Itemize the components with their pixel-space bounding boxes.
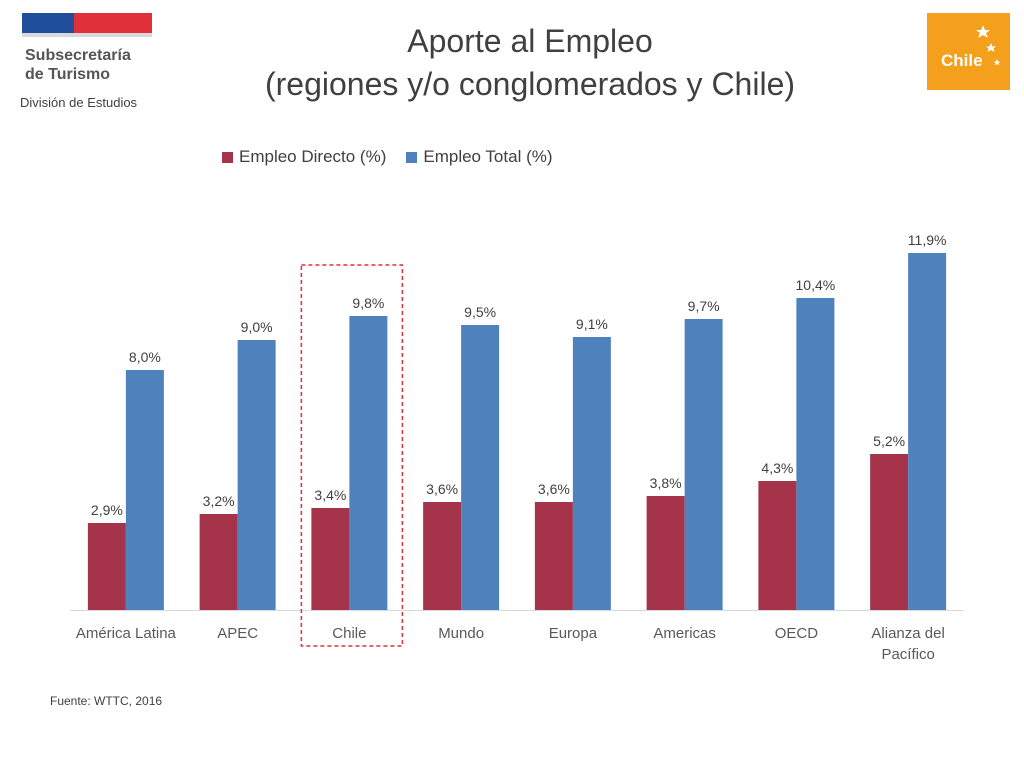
x-tick-label: Europa bbox=[549, 625, 598, 642]
data-label: 3,6% bbox=[426, 481, 458, 497]
bar-direct bbox=[870, 454, 909, 610]
data-label: 2,9% bbox=[91, 502, 123, 518]
source-note: Fuente: WTTC, 2016 bbox=[50, 694, 163, 708]
data-label: 9,1% bbox=[576, 316, 608, 332]
x-tick-label: Mundo bbox=[438, 625, 484, 642]
chart-title: Aporte al Empleo (regiones y/o conglomer… bbox=[230, 20, 830, 106]
legend-item-total: Empleo Total (%) bbox=[406, 147, 553, 167]
bar-total bbox=[572, 337, 611, 610]
x-tick-label: Americas bbox=[653, 625, 716, 642]
data-label: 3,4% bbox=[314, 487, 346, 503]
chile-brand-logo: Chile bbox=[927, 13, 1010, 90]
flag-logo bbox=[22, 13, 152, 37]
data-label: 3,6% bbox=[538, 481, 570, 497]
bar-total bbox=[461, 325, 500, 610]
bar-total bbox=[908, 253, 947, 610]
x-tick-label: OECD bbox=[775, 625, 819, 642]
legend-label-total: Empleo Total (%) bbox=[423, 147, 553, 166]
bar-direct bbox=[311, 508, 350, 610]
legend-swatch-total bbox=[406, 151, 418, 163]
data-label: 3,2% bbox=[203, 493, 235, 509]
brand-word: Chile bbox=[941, 51, 983, 70]
data-label: 9,5% bbox=[464, 304, 496, 320]
legend-swatch-direct bbox=[222, 151, 233, 163]
x-tick-label: APEC bbox=[217, 625, 258, 642]
data-label: 11,9% bbox=[908, 232, 947, 248]
legend-label-direct: Empleo Directo (%) bbox=[239, 147, 387, 166]
data-label: 9,0% bbox=[241, 319, 273, 335]
bar-total bbox=[796, 298, 835, 610]
legend-item-direct: Empleo Directo (%) bbox=[222, 147, 386, 167]
x-tick-label: América Latina bbox=[76, 625, 177, 642]
data-label: 9,8% bbox=[352, 295, 384, 311]
bar-direct bbox=[87, 523, 126, 610]
org-name-line2: de Turismo bbox=[25, 66, 111, 83]
bar-direct bbox=[646, 496, 685, 610]
chart-title-line1: Aporte al Empleo bbox=[407, 23, 653, 59]
bar-total bbox=[684, 319, 723, 610]
bar-total bbox=[125, 370, 164, 610]
highlight-box bbox=[300, 264, 404, 647]
data-label: 4,3% bbox=[761, 460, 793, 476]
x-tick-label: Alianza del bbox=[871, 625, 944, 642]
data-label: 10,4% bbox=[796, 277, 836, 293]
data-label: 9,7% bbox=[688, 298, 720, 314]
bar-direct bbox=[199, 514, 238, 610]
data-label: 5,2% bbox=[873, 433, 905, 449]
data-label: 8,0% bbox=[129, 349, 161, 365]
bar-total bbox=[237, 340, 276, 610]
chart-title-line2: (regiones y/o conglomerados y Chile) bbox=[264, 66, 796, 102]
bar-direct bbox=[423, 502, 462, 610]
stars-icon bbox=[976, 25, 1001, 66]
org-name-line1: Subsecretaría bbox=[25, 47, 131, 64]
org-name: Subsecretaría de Turismo bbox=[25, 46, 131, 84]
chart-legend: Empleo Directo (%) Empleo Total (%) bbox=[222, 147, 553, 167]
bar-total bbox=[349, 316, 388, 610]
bar-direct bbox=[534, 502, 573, 610]
division-label: División de Estudios bbox=[20, 95, 138, 110]
data-label: 3,8% bbox=[650, 475, 682, 491]
x-tick-label: Pacífico bbox=[881, 646, 934, 663]
bar-direct bbox=[758, 481, 797, 610]
x-tick-label: Chile bbox=[332, 625, 366, 642]
